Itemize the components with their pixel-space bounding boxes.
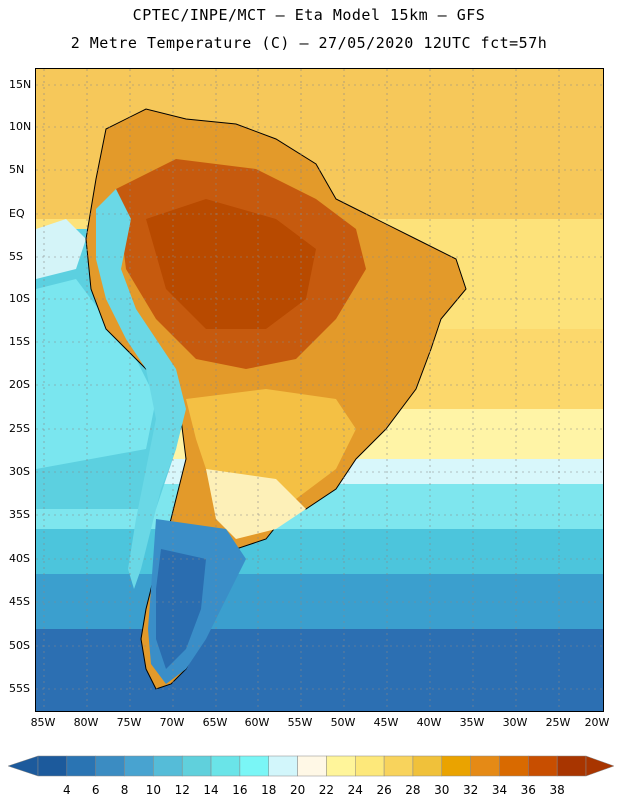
lon-label: 65W [202,716,228,729]
lon-label: 80W [73,716,99,729]
colorbar-swatch [297,755,327,777]
lat-label: 10N [9,120,32,133]
colorbar-label: 22 [318,783,335,797]
colorbar-swatch [239,755,269,777]
colorbar-label: 36 [520,783,536,797]
lon-label: 70W [159,716,185,729]
colorbar-swatch [210,755,241,777]
lat-label: 45S [9,595,30,608]
lon-label: 85W [30,716,56,729]
ocean-band [36,529,603,579]
lon-label: 20W [584,716,610,729]
lat-label: EQ [9,207,25,220]
ocean-band [36,629,603,711]
colorbar-swatch [66,755,96,777]
colorbar-swatch [383,755,414,777]
lon-label: 75W [116,716,142,729]
lon-label: 50W [330,716,356,729]
lat-label: 10S [9,292,30,305]
pacific-warm-region [36,219,86,279]
lon-label: 40W [416,716,442,729]
colorbar-swatch [470,755,500,777]
colorbar-label: 20 [289,783,306,797]
title-line-2: 2 Metre Temperature (C) – 27/05/2020 12U… [70,34,548,52]
colorbar-swatch [355,755,385,777]
ocean-band [36,574,603,634]
lat-label: 35S [9,508,30,521]
lat-gridlines [36,84,603,690]
andes-cool-strip [96,189,186,589]
colorbar-label: 18 [261,783,277,797]
colorbar-swatch [326,755,356,777]
colorbar-swatch [441,755,471,777]
colorbar-right-arrow [585,755,614,777]
lat-label: 40S [9,552,30,565]
colorbar-swatch [153,755,183,777]
colorbar-label: 24 [347,783,363,797]
colorbar-swatch [95,755,125,777]
colorbar-swatch [268,755,298,777]
lat-label: 55S [9,682,30,695]
colorbar-label: 32 [462,783,479,797]
colorbar-label: 10 [145,783,161,797]
lon-label: 30W [502,716,528,729]
lon-label: 35W [459,716,485,729]
colorbar-label: 26 [376,783,392,797]
colorbar-label: 12 [174,783,190,797]
lon-label: 45W [373,716,399,729]
lat-label: 5S [9,250,23,263]
lat-label: 5N [9,163,25,176]
colorbar-label: 16 [232,783,248,797]
pacific-cool-region [36,279,156,469]
colorbar-swatch [499,755,529,777]
lon-label: 25W [545,716,571,729]
lon-label: 55W [287,716,313,729]
colorbar-swatch [37,755,68,777]
lat-label: 50S [9,639,30,652]
colorbar-label: 30 [434,783,450,797]
lat-label: 30S [9,465,30,478]
colorbar-swatch [181,755,212,777]
lat-label: 15S [9,335,30,348]
colorbar-swatch [528,755,558,777]
colorbar-label: 38 [549,783,565,797]
colorbar-label: 28 [405,783,421,797]
colorbar-label: 4 [63,783,71,797]
lat-label: 15N [9,78,32,91]
lon-label: 60W [244,716,270,729]
colorbar-swatch [412,755,443,777]
patagonia-colder [156,549,206,669]
lon-gridlines [43,69,560,711]
colorbar [8,755,614,777]
lat-label: 20S [9,378,30,391]
colorbar-label: 6 [91,783,100,797]
temperature-map[interactable] [35,68,604,712]
south-pampas-light [206,469,306,539]
colorbar-label: 8 [120,783,129,797]
lat-label: 25S [9,422,30,435]
colorbar-label: 34 [491,783,508,797]
title-line-1: CPTEC/INPE/MCT – Eta Model 15km – GFS [132,6,486,24]
colorbar-swatch [124,755,154,777]
colorbar-left-arrow [8,755,39,777]
colorbar-swatch [556,755,587,777]
colorbar-label: 14 [203,783,219,797]
amazon-core-region [146,199,316,329]
